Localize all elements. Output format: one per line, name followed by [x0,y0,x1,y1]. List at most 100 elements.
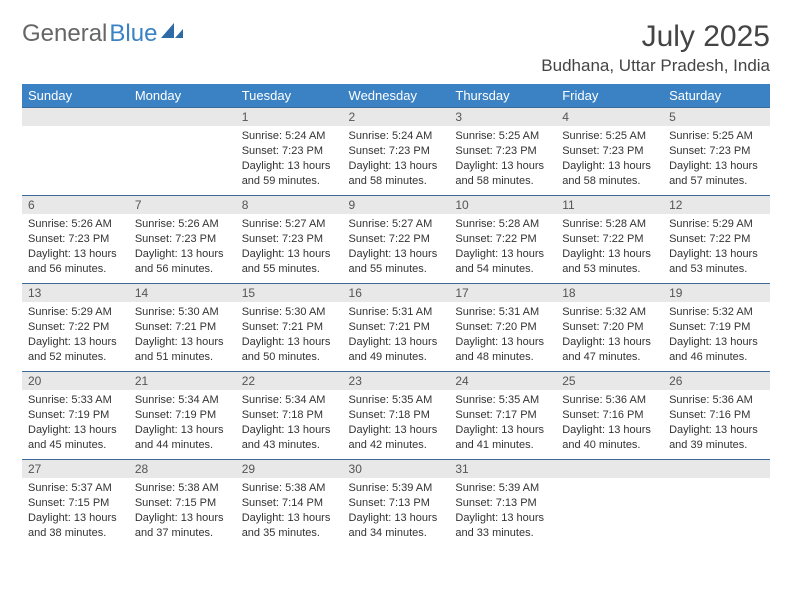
day-content: Sunrise: 5:39 AMSunset: 7:13 PMDaylight:… [343,478,450,546]
calendar-cell: 12Sunrise: 5:29 AMSunset: 7:22 PMDayligh… [663,195,770,283]
day-content: Sunrise: 5:24 AMSunset: 7:23 PMDaylight:… [236,126,343,194]
calendar-table: Sunday Monday Tuesday Wednesday Thursday… [22,84,770,547]
day-content: Sunrise: 5:35 AMSunset: 7:18 PMDaylight:… [343,390,450,458]
daylight-text: Daylight: 13 hours and 35 minutes. [242,511,337,541]
day-number: 14 [129,283,236,302]
day-content: Sunrise: 5:31 AMSunset: 7:21 PMDaylight:… [343,302,450,370]
calendar-cell: 1Sunrise: 5:24 AMSunset: 7:23 PMDaylight… [236,107,343,195]
empty-day-number [129,107,236,126]
sunrise-text: Sunrise: 5:39 AM [455,481,550,496]
sunset-text: Sunset: 7:21 PM [242,320,337,335]
sunrise-text: Sunrise: 5:30 AM [135,305,230,320]
calendar-cell [22,107,129,195]
calendar-cell: 15Sunrise: 5:30 AMSunset: 7:21 PMDayligh… [236,283,343,371]
day-content: Sunrise: 5:32 AMSunset: 7:19 PMDaylight:… [663,302,770,370]
sunset-text: Sunset: 7:16 PM [562,408,657,423]
sunset-text: Sunset: 7:22 PM [669,232,764,247]
day-content: Sunrise: 5:33 AMSunset: 7:19 PMDaylight:… [22,390,129,458]
day-number: 16 [343,283,450,302]
sunset-text: Sunset: 7:14 PM [242,496,337,511]
sunrise-text: Sunrise: 5:25 AM [562,129,657,144]
calendar-row: 20Sunrise: 5:33 AMSunset: 7:19 PMDayligh… [22,371,770,459]
day-content: Sunrise: 5:31 AMSunset: 7:20 PMDaylight:… [449,302,556,370]
sunset-text: Sunset: 7:23 PM [455,144,550,159]
calendar-cell: 6Sunrise: 5:26 AMSunset: 7:23 PMDaylight… [22,195,129,283]
daylight-text: Daylight: 13 hours and 58 minutes. [562,159,657,189]
daylight-text: Daylight: 13 hours and 41 minutes. [455,423,550,453]
daylight-text: Daylight: 13 hours and 39 minutes. [669,423,764,453]
sunset-text: Sunset: 7:23 PM [135,232,230,247]
day-content: Sunrise: 5:34 AMSunset: 7:18 PMDaylight:… [236,390,343,458]
calendar-cell: 26Sunrise: 5:36 AMSunset: 7:16 PMDayligh… [663,371,770,459]
calendar-cell: 16Sunrise: 5:31 AMSunset: 7:21 PMDayligh… [343,283,450,371]
daylight-text: Daylight: 13 hours and 56 minutes. [135,247,230,277]
sunrise-text: Sunrise: 5:25 AM [669,129,764,144]
daylight-text: Daylight: 13 hours and 42 minutes. [349,423,444,453]
page-header: GeneralBlue July 2025 Budhana, Uttar Pra… [22,20,770,76]
day-content: Sunrise: 5:37 AMSunset: 7:15 PMDaylight:… [22,478,129,546]
sunset-text: Sunset: 7:23 PM [562,144,657,159]
location: Budhana, Uttar Pradesh, India [541,56,770,76]
day-number: 17 [449,283,556,302]
calendar-cell: 11Sunrise: 5:28 AMSunset: 7:22 PMDayligh… [556,195,663,283]
day-number: 8 [236,195,343,214]
calendar-cell: 7Sunrise: 5:26 AMSunset: 7:23 PMDaylight… [129,195,236,283]
calendar-cell: 30Sunrise: 5:39 AMSunset: 7:13 PMDayligh… [343,459,450,547]
sunset-text: Sunset: 7:15 PM [135,496,230,511]
sunrise-text: Sunrise: 5:32 AM [669,305,764,320]
sunset-text: Sunset: 7:20 PM [562,320,657,335]
sunset-text: Sunset: 7:21 PM [349,320,444,335]
day-content: Sunrise: 5:38 AMSunset: 7:15 PMDaylight:… [129,478,236,546]
day-content: Sunrise: 5:26 AMSunset: 7:23 PMDaylight:… [22,214,129,282]
weekday-header-row: Sunday Monday Tuesday Wednesday Thursday… [22,84,770,107]
day-number: 24 [449,371,556,390]
sunset-text: Sunset: 7:15 PM [28,496,123,511]
sunrise-text: Sunrise: 5:29 AM [669,217,764,232]
logo: GeneralBlue [22,20,183,48]
day-content: Sunrise: 5:38 AMSunset: 7:14 PMDaylight:… [236,478,343,546]
sunset-text: Sunset: 7:22 PM [28,320,123,335]
sunset-text: Sunset: 7:23 PM [242,144,337,159]
calendar-cell [129,107,236,195]
sunset-text: Sunset: 7:18 PM [349,408,444,423]
sunset-text: Sunset: 7:23 PM [242,232,337,247]
daylight-text: Daylight: 13 hours and 49 minutes. [349,335,444,365]
calendar-cell: 3Sunrise: 5:25 AMSunset: 7:23 PMDaylight… [449,107,556,195]
sunset-text: Sunset: 7:18 PM [242,408,337,423]
daylight-text: Daylight: 13 hours and 43 minutes. [242,423,337,453]
day-number: 23 [343,371,450,390]
daylight-text: Daylight: 13 hours and 52 minutes. [28,335,123,365]
sunrise-text: Sunrise: 5:36 AM [562,393,657,408]
day-number: 10 [449,195,556,214]
weekday-header: Wednesday [343,84,450,107]
daylight-text: Daylight: 13 hours and 45 minutes. [28,423,123,453]
day-content: Sunrise: 5:30 AMSunset: 7:21 PMDaylight:… [129,302,236,370]
sunrise-text: Sunrise: 5:31 AM [349,305,444,320]
day-number: 31 [449,459,556,478]
daylight-text: Daylight: 13 hours and 54 minutes. [455,247,550,277]
daylight-text: Daylight: 13 hours and 50 minutes. [242,335,337,365]
daylight-text: Daylight: 13 hours and 38 minutes. [28,511,123,541]
sunset-text: Sunset: 7:23 PM [28,232,123,247]
day-content: Sunrise: 5:28 AMSunset: 7:22 PMDaylight:… [449,214,556,282]
weekday-header: Tuesday [236,84,343,107]
day-content: Sunrise: 5:27 AMSunset: 7:23 PMDaylight:… [236,214,343,282]
day-number: 27 [22,459,129,478]
calendar-cell: 14Sunrise: 5:30 AMSunset: 7:21 PMDayligh… [129,283,236,371]
calendar-cell: 5Sunrise: 5:25 AMSunset: 7:23 PMDaylight… [663,107,770,195]
day-content: Sunrise: 5:39 AMSunset: 7:13 PMDaylight:… [449,478,556,546]
calendar-cell: 20Sunrise: 5:33 AMSunset: 7:19 PMDayligh… [22,371,129,459]
daylight-text: Daylight: 13 hours and 55 minutes. [242,247,337,277]
day-number: 21 [129,371,236,390]
day-number: 29 [236,459,343,478]
daylight-text: Daylight: 13 hours and 51 minutes. [135,335,230,365]
day-number: 7 [129,195,236,214]
day-number: 9 [343,195,450,214]
sunrise-text: Sunrise: 5:29 AM [28,305,123,320]
calendar-cell: 10Sunrise: 5:28 AMSunset: 7:22 PMDayligh… [449,195,556,283]
sunset-text: Sunset: 7:16 PM [669,408,764,423]
daylight-text: Daylight: 13 hours and 53 minutes. [669,247,764,277]
sunrise-text: Sunrise: 5:35 AM [455,393,550,408]
daylight-text: Daylight: 13 hours and 46 minutes. [669,335,764,365]
sunrise-text: Sunrise: 5:25 AM [455,129,550,144]
